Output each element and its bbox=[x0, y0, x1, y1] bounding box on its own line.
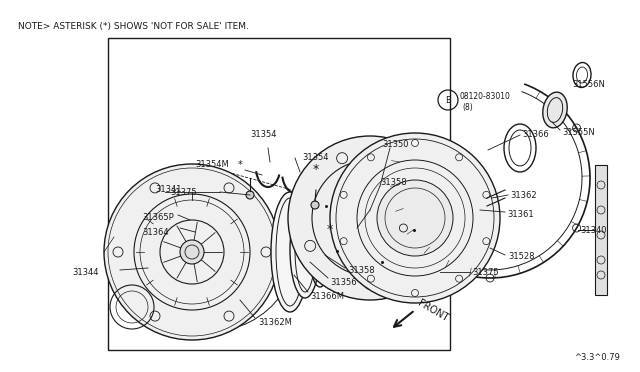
Bar bbox=[108, 38, 450, 350]
Text: 31350: 31350 bbox=[382, 140, 408, 149]
Text: 31341: 31341 bbox=[155, 185, 182, 194]
Text: 31340: 31340 bbox=[580, 226, 607, 235]
Text: (8): (8) bbox=[462, 103, 473, 112]
Ellipse shape bbox=[290, 202, 320, 298]
Bar bbox=[595, 165, 607, 295]
Ellipse shape bbox=[271, 192, 309, 312]
Text: 31362: 31362 bbox=[510, 191, 536, 200]
Text: NOTE> ASTERISK (*) SHOWS 'NOT FOR SALE' ITEM.: NOTE> ASTERISK (*) SHOWS 'NOT FOR SALE' … bbox=[18, 22, 249, 31]
Text: 31354: 31354 bbox=[302, 153, 328, 162]
Text: 31365P: 31365P bbox=[142, 213, 173, 222]
Ellipse shape bbox=[543, 92, 567, 128]
Text: 31358: 31358 bbox=[348, 266, 374, 275]
Text: 31364: 31364 bbox=[142, 228, 168, 237]
Text: 31555N: 31555N bbox=[562, 128, 595, 137]
Text: *: * bbox=[238, 160, 243, 170]
Circle shape bbox=[330, 133, 500, 303]
Text: *: * bbox=[313, 164, 319, 176]
Circle shape bbox=[104, 164, 280, 340]
Circle shape bbox=[377, 180, 453, 256]
Text: FRONT: FRONT bbox=[416, 298, 450, 323]
Text: 31361: 31361 bbox=[507, 210, 534, 219]
Text: ^3.3^0.79: ^3.3^0.79 bbox=[574, 353, 620, 362]
Circle shape bbox=[352, 200, 388, 236]
Circle shape bbox=[288, 136, 452, 300]
Text: B: B bbox=[445, 96, 451, 105]
Text: 31375: 31375 bbox=[472, 268, 499, 277]
Circle shape bbox=[311, 201, 319, 209]
Circle shape bbox=[332, 180, 408, 256]
Text: 31356: 31356 bbox=[330, 278, 356, 287]
Circle shape bbox=[246, 191, 254, 199]
Text: 31366: 31366 bbox=[522, 130, 548, 139]
Text: 31556N: 31556N bbox=[572, 80, 605, 89]
Text: 31375: 31375 bbox=[170, 188, 196, 197]
Text: *: * bbox=[327, 224, 333, 237]
Circle shape bbox=[180, 240, 204, 264]
Text: 31344: 31344 bbox=[72, 268, 99, 277]
Text: 31528: 31528 bbox=[508, 252, 534, 261]
Text: 31354: 31354 bbox=[250, 130, 276, 139]
Text: 31354M: 31354M bbox=[195, 160, 228, 169]
Text: 31362M: 31362M bbox=[258, 318, 292, 327]
Text: 31366M: 31366M bbox=[310, 292, 344, 301]
Text: 31358: 31358 bbox=[380, 178, 406, 187]
Text: 08120-83010: 08120-83010 bbox=[460, 92, 511, 101]
